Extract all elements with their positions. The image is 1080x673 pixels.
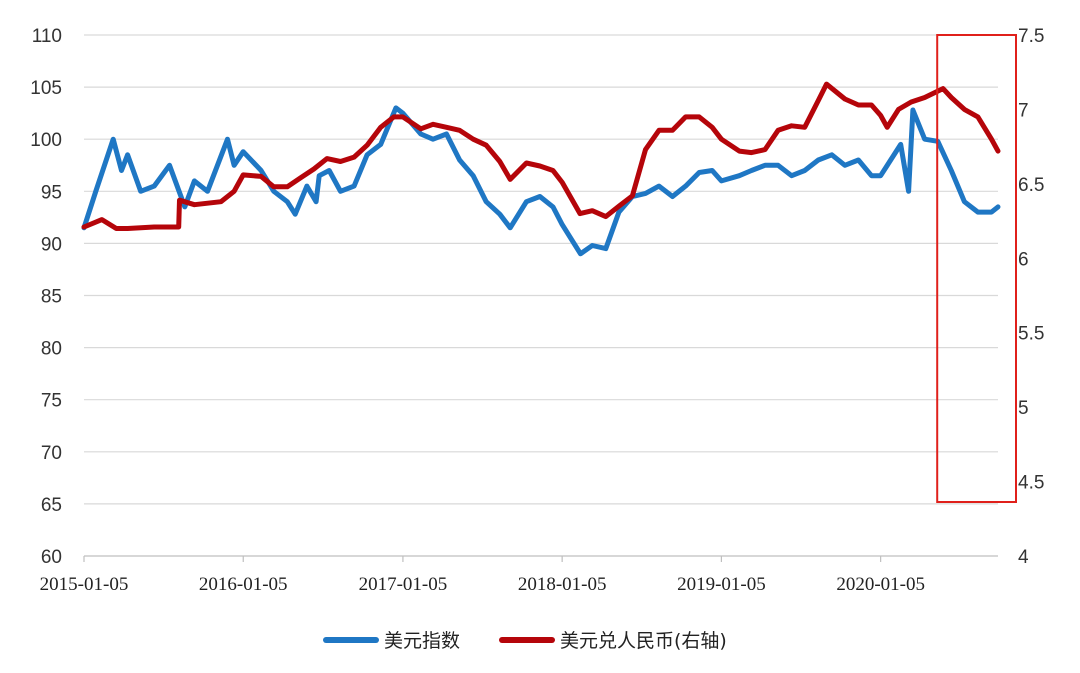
y-right-tick-label: 4.5: [1018, 473, 1044, 494]
series-lines: [81, 81, 1001, 257]
y-right-tick-label: 5: [1018, 398, 1029, 419]
y-left-tick-label: 70: [41, 443, 62, 464]
x-tick-label: 2020-01-05: [836, 574, 925, 595]
y-left-tick-label: 85: [41, 287, 62, 308]
y-right-tick-label: 6: [1018, 249, 1029, 270]
series-line-usd-cny: [81, 81, 1001, 231]
x-tick-label: 2017-01-05: [359, 574, 448, 595]
x-tick-label: 2018-01-05: [518, 574, 607, 595]
highlight-box-group: [936, 34, 1018, 503]
y-left-tick-label: 60: [41, 547, 62, 568]
y-right-tick-label: 7: [1018, 100, 1029, 121]
highlight-box: [936, 34, 1018, 503]
y-left-tick-label: 75: [41, 391, 62, 412]
y-left-tick-label: 100: [30, 130, 62, 151]
legend-label-usd-cny: 美元兑人民币(右轴): [560, 630, 727, 652]
x-tick-label: 2016-01-05: [199, 574, 288, 595]
y-right-tick-label: 5.5: [1018, 324, 1044, 345]
legend-label-usd-index: 美元指数: [384, 630, 460, 652]
y-right-tick-label: 4: [1018, 547, 1029, 568]
series-line-usd-index: [81, 105, 1001, 257]
y-left-tick-label: 105: [30, 78, 62, 99]
y-right-tick-label: 6.5: [1018, 175, 1044, 196]
legend: 美元指数 美元兑人民币(右轴): [323, 630, 727, 652]
y-left-tick-label: 95: [41, 182, 62, 203]
y-left-tick-label: 65: [41, 495, 62, 516]
y-left-tick-label: 90: [41, 234, 62, 255]
x-tick-label: 2015-01-05: [40, 574, 129, 595]
y-left-tick-label: 110: [32, 26, 62, 47]
x-tick-label: 2019-01-05: [677, 574, 766, 595]
y-right-tick-label: 7.5: [1018, 26, 1044, 47]
axes: 60 65 70 75 80 85 90 95 100 105 110 4 4.5 5 5.5 6 6.5 7 7.…: [30, 26, 1044, 595]
y-left-tick-label: 80: [41, 339, 62, 360]
